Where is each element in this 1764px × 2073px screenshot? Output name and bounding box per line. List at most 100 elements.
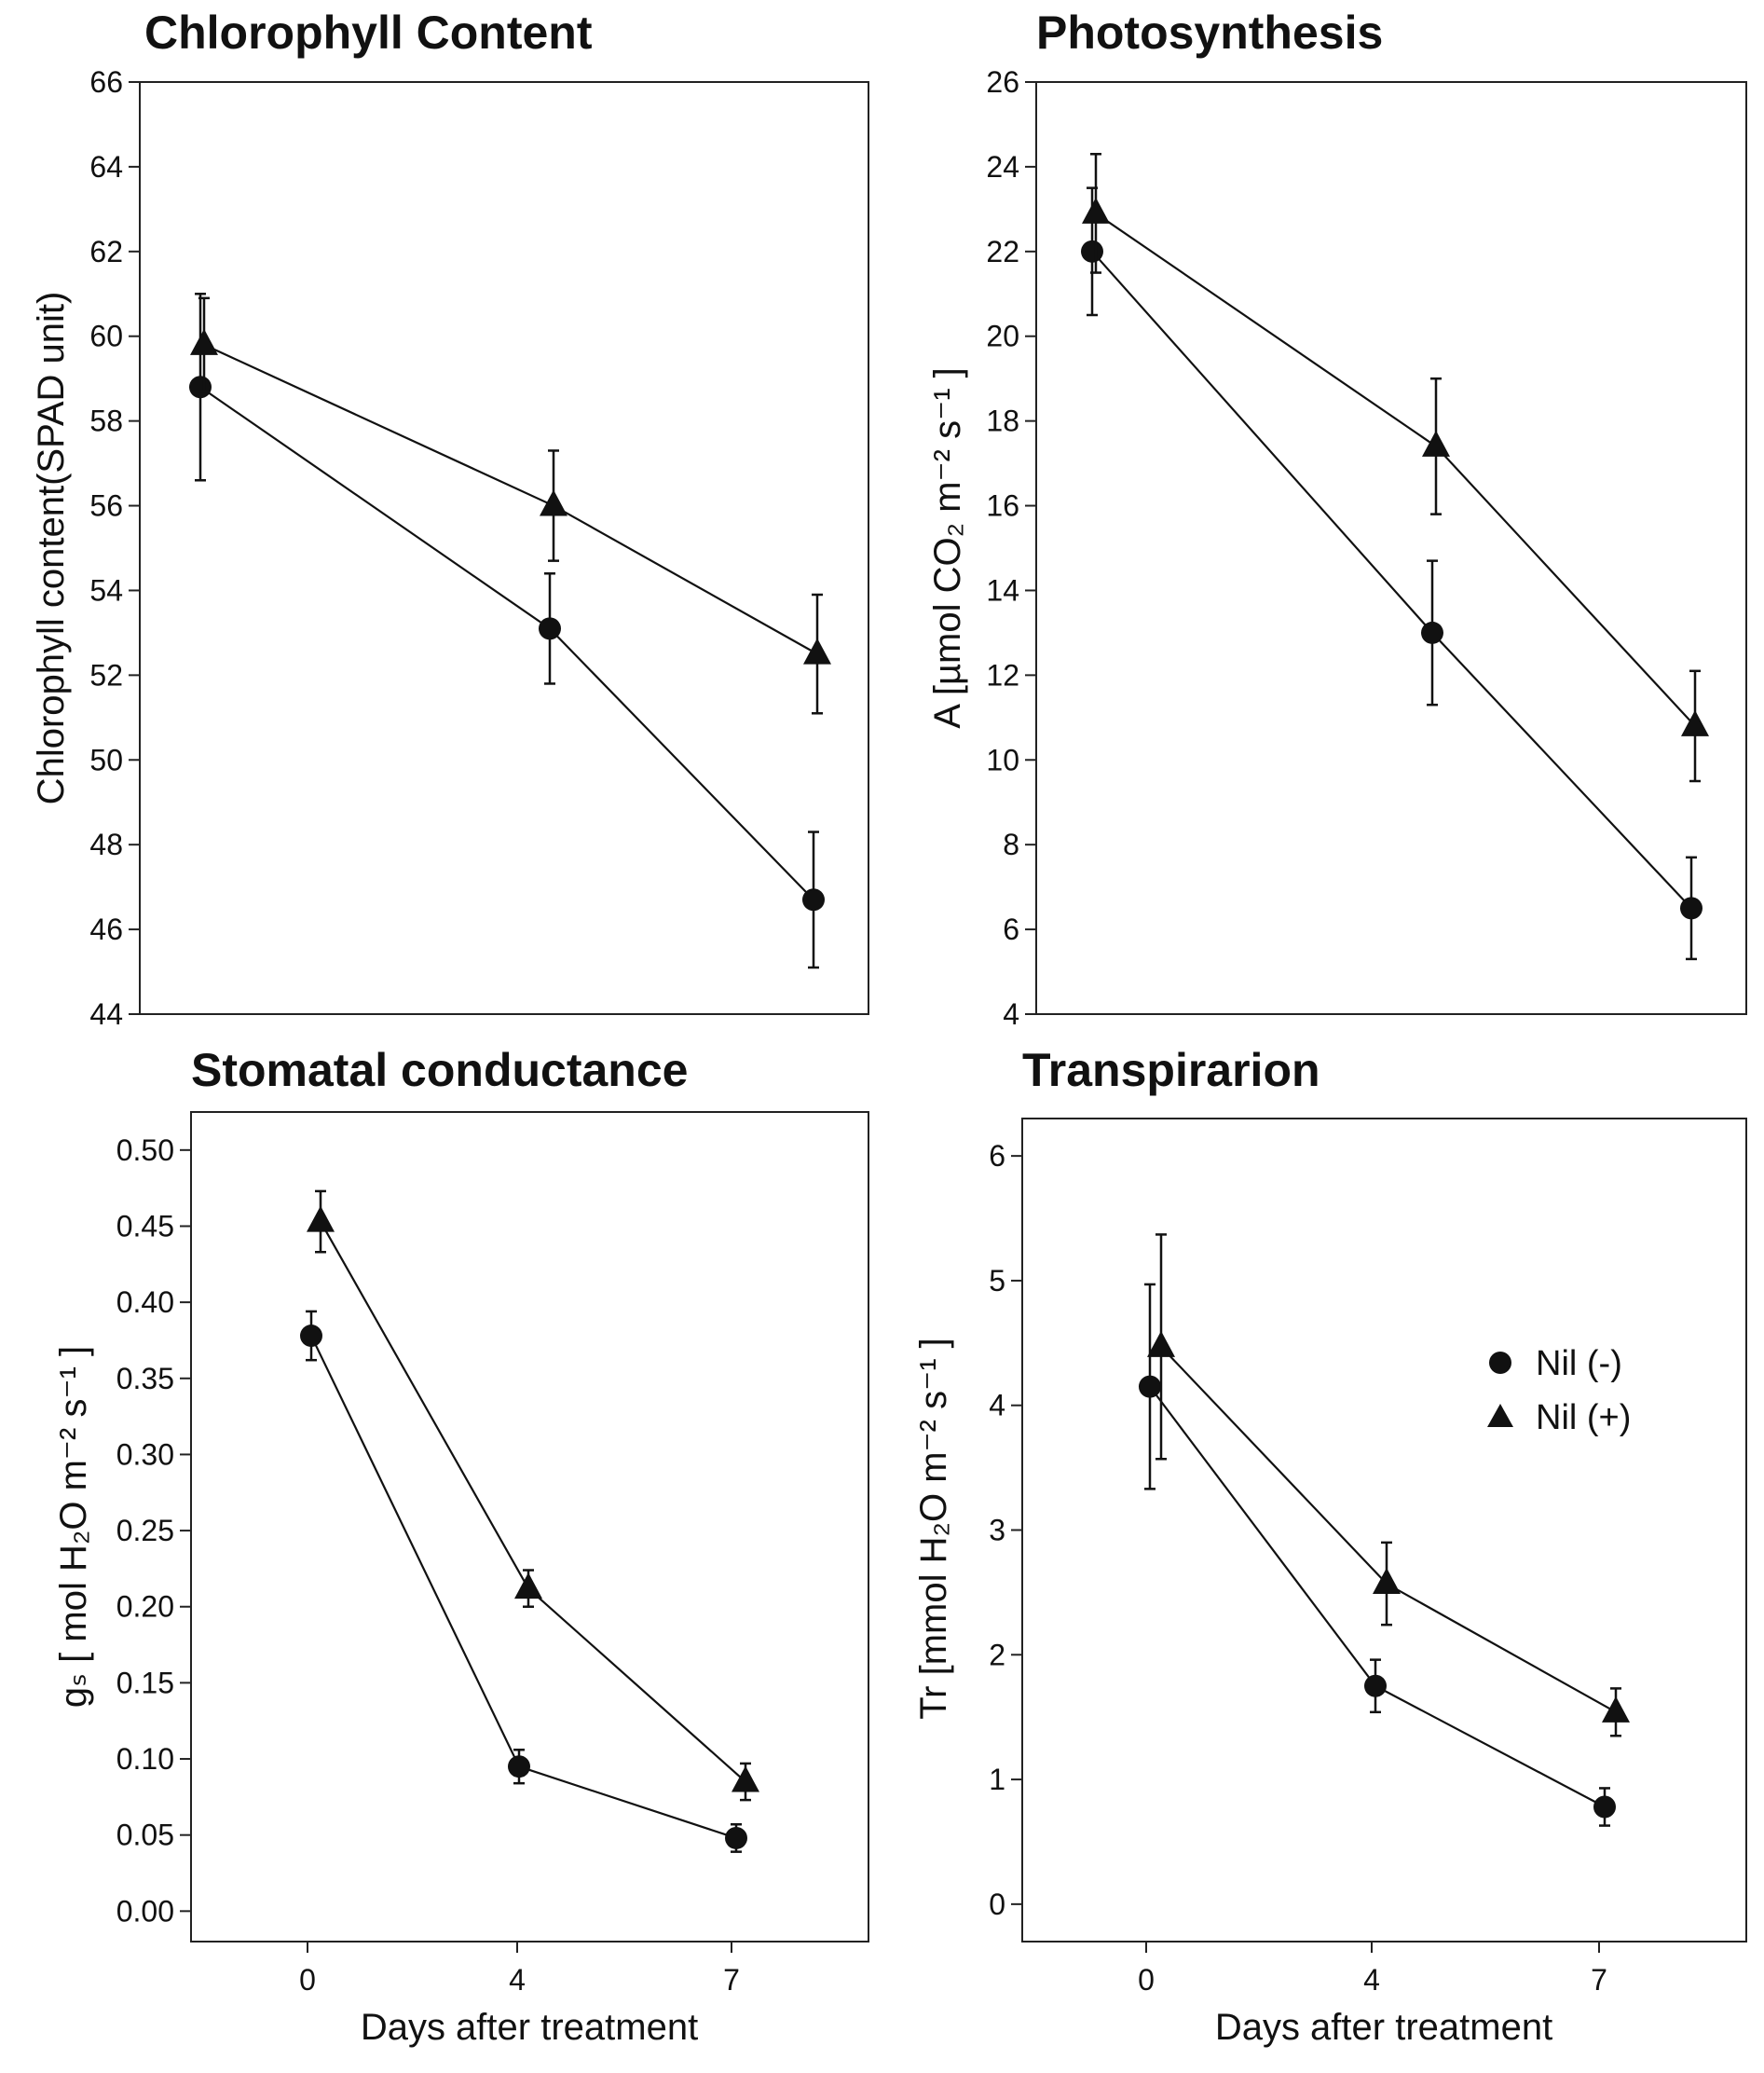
y-tick-label: 5 [989,1264,1005,1297]
panel-title: Photosynthesis [1036,7,1383,59]
series-nil-minus [300,1310,747,1853]
y-tick-label: 20 [986,320,1019,353]
chart-panel-transpirarion: Transpirarion Tr [mmol H₂O m⁻² s⁻¹ ] 0 1 2… [913,1044,1747,2048]
y-tick-label: 56 [89,489,123,523]
y-tick-label: 58 [89,405,123,438]
y-tick-label: 52 [89,658,123,692]
y-tick-label: 22 [986,235,1019,268]
y-tick-label: 66 [89,65,123,99]
y-tick-label: 0.30 [116,1437,174,1471]
data-point [1680,897,1702,920]
y-axis-label: gₛ [ mol H₂O m⁻² s⁻¹ ] [53,1346,94,1708]
series-line [199,386,814,901]
data-point [1593,1795,1616,1819]
series-nil-plus [1082,153,1709,783]
data-point [1364,1674,1387,1697]
y-tick-label: 6 [989,1139,1005,1173]
series-line [320,1221,746,1783]
data-point [1421,621,1443,644]
x-tick-label: 4 [509,1963,526,1997]
data-point [300,1325,322,1348]
data-point [803,638,831,665]
legend: Nil (-) Nil (+) [1487,1344,1631,1437]
data-point [1373,1568,1401,1595]
y-tick-label: 46 [89,913,123,946]
y-tick-label: 0.50 [116,1133,174,1167]
y-tick-label: 48 [89,828,123,861]
y-tick-label: 14 [986,573,1019,607]
y-tick-label: 0 [989,1888,1005,1921]
data-point [1602,1695,1630,1723]
y-tick-label: 4 [1003,997,1019,1031]
plot-frame [1021,1118,1747,1943]
y-axis-label: Chlorophyll content(SPAD unit) [31,292,72,805]
series-line [1095,213,1696,727]
y-tick-label: 0.25 [116,1514,174,1547]
legend-label-nil-plus: Nil (+) [1536,1398,1631,1437]
panel-title: Stomatal conductance [191,1044,688,1096]
y-axis-label: A [µmol CO₂ m⁻² s⁻¹ ] [927,367,968,728]
chart-panel-chlorophyll-content: Chlorophyll Content Chlorophyll content(… [31,7,869,1031]
data-point [1081,240,1103,263]
x-tick-label: 0 [1138,1963,1155,1997]
data-point [1139,1375,1161,1398]
x-tick-label: 7 [1591,1963,1607,1997]
y-tick-label: 64 [89,150,123,184]
y-tick-label: 60 [89,320,123,353]
y-tick-label: 62 [89,235,123,268]
series-line [1091,251,1692,910]
data-point [802,888,825,912]
y-tick-label: 2 [989,1638,1005,1671]
series-layer [1081,153,1709,961]
x-tick-label: 0 [299,1963,316,1997]
y-tick-label: 4 [989,1389,1005,1422]
series-nil-minus [189,293,825,969]
y-axis-ticks: 0.00 0.05 0.10 0.15 0.20 0.25 0.30 0.35 0.40 0.45… [116,1133,191,1928]
y-tick-label: 0.20 [116,1590,174,1624]
y-tick-label: 0.40 [116,1285,174,1319]
data-point [508,1755,530,1778]
y-axis-ticks: 44 46 48 50 52 54 56 58 60 62 64 66 [89,65,140,1031]
data-point [725,1826,747,1849]
series-nil-plus [1147,1233,1630,1737]
series-nil-minus [1081,186,1702,961]
series-layer [1139,1233,1630,1827]
y-tick-label: 10 [986,743,1019,776]
y-tick-label: 12 [986,658,1019,692]
y-axis-label-text: A [µmol CO₂ m⁻² s⁻¹ ] [927,367,968,728]
y-tick-label: 24 [986,150,1019,184]
y-axis-ticks: 0 1 2 3 4 5 6 [989,1139,1022,1921]
y-tick-label: 0.05 [116,1819,174,1852]
y-tick-label: 50 [89,743,123,776]
y-tick-label: 26 [986,65,1019,99]
data-point [307,1205,335,1232]
data-point [190,328,218,355]
y-tick-label: 0.45 [116,1209,174,1242]
plot-frame [139,81,869,1015]
series-line [203,343,818,655]
data-point [514,1572,542,1599]
x-tick-label: 7 [723,1963,740,1997]
chart-panel-stomatal-conductance: Stomatal conductance gₛ [ mol H₂O m⁻² s⁻… [53,1044,869,2048]
series-nil-minus [1139,1283,1616,1827]
data-point [189,376,212,399]
y-axis-ticks: 4 6 8 10 12 14 16 18 20 22 24 26 [986,65,1036,1031]
legend-triangle-marker [1487,1404,1513,1427]
y-tick-label: 0.15 [116,1666,174,1699]
x-tick-label: 4 [1363,1963,1380,1997]
x-axis-label: Days after treatment [361,2007,698,2048]
panel-title: Transpirarion [1022,1044,1320,1096]
data-point [732,1765,759,1792]
chart-panel-photosynthesis: Photosynthesis A [µmol CO₂ m⁻² s⁻¹ ] 4 6 8… [927,7,1747,1031]
plot-frame [190,1111,869,1943]
series-line [1149,1385,1606,1808]
legend-label-nil-minus: Nil (-) [1536,1344,1622,1383]
y-tick-label: 16 [986,489,1019,523]
series-layer [189,293,831,969]
y-axis-label: Tr [mmol H₂O m⁻² s⁻¹ ] [913,1338,954,1720]
x-axis-label: Days after treatment [1215,2007,1552,2048]
series-nil-plus [190,296,831,715]
y-tick-label: 1 [989,1763,1005,1796]
data-point [540,489,567,516]
